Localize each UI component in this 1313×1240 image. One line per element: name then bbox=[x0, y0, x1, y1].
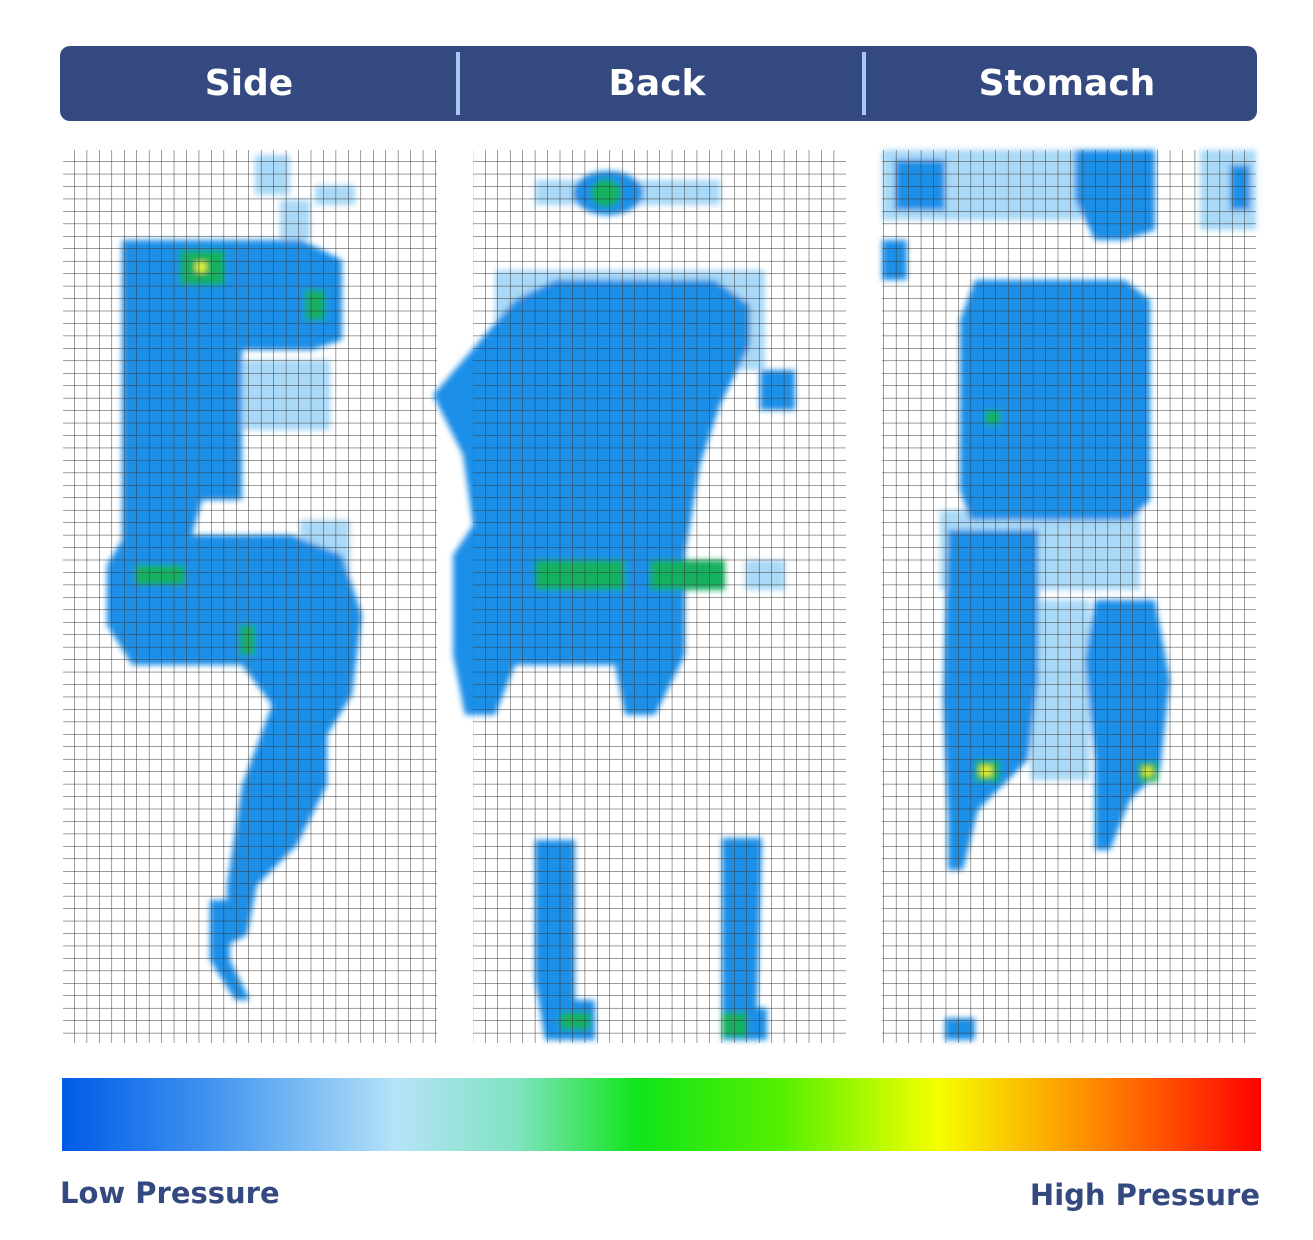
tab-label: Stomach bbox=[979, 63, 1156, 104]
back-pressure-map bbox=[433, 150, 846, 1043]
tab-label: Back bbox=[608, 63, 706, 104]
tab-label: Side bbox=[205, 63, 293, 104]
high-label: High Pressure bbox=[1030, 1178, 1260, 1212]
tab-bar bbox=[60, 46, 1257, 121]
stomach-pressure-map bbox=[882, 150, 1256, 1043]
low-label: Low Pressure bbox=[60, 1176, 280, 1210]
pressure-scale bbox=[62, 1078, 1261, 1151]
side-pressure-map bbox=[63, 150, 437, 1043]
